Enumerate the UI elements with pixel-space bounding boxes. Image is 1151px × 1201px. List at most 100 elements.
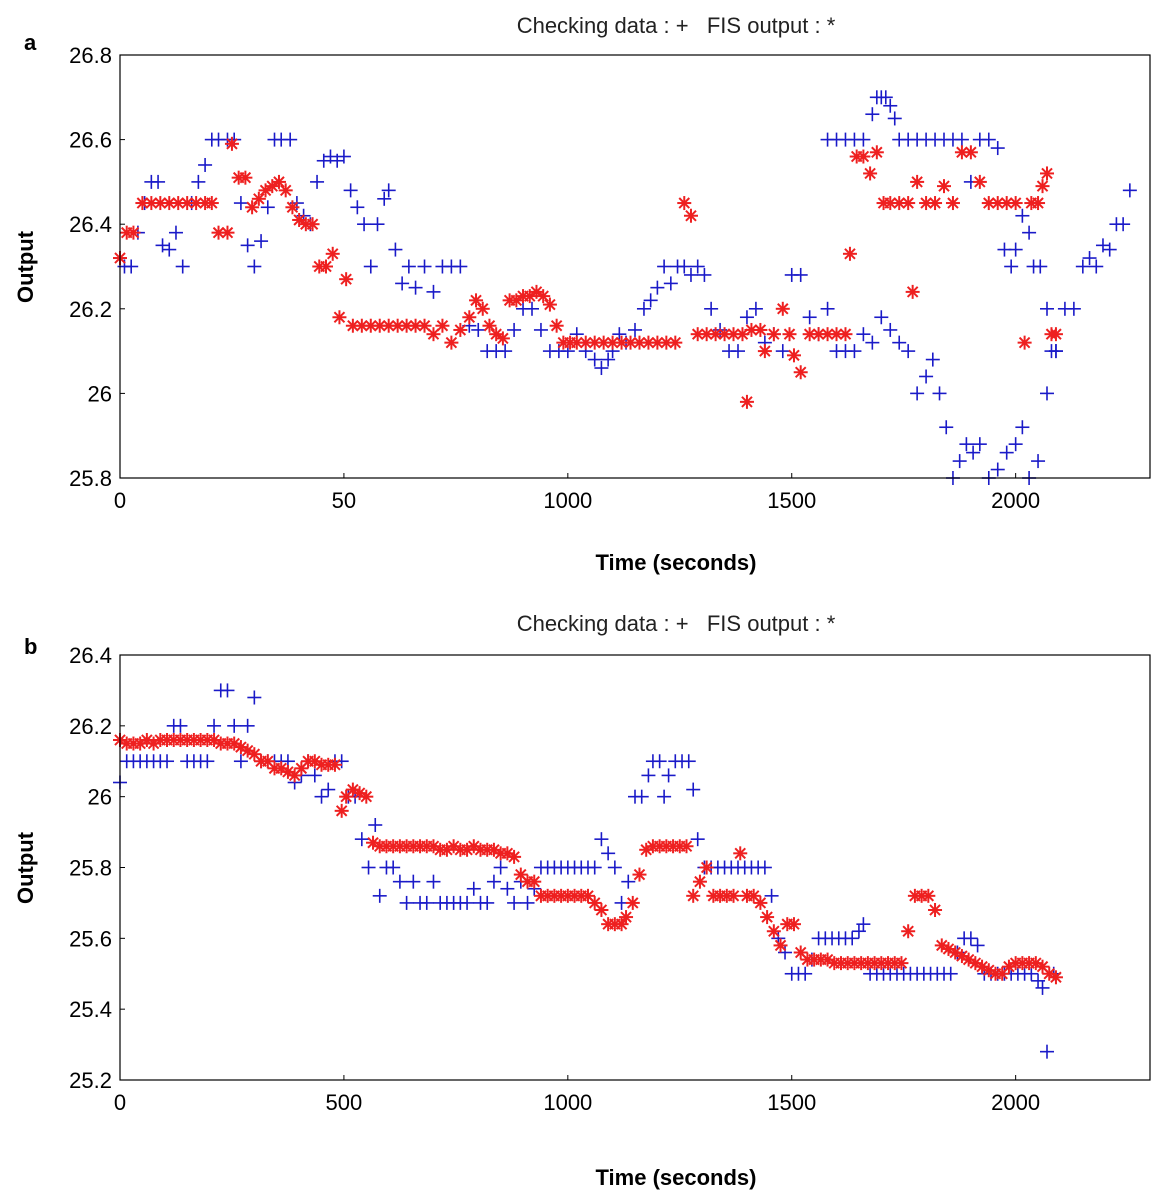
- checking-data-point: [932, 386, 947, 401]
- chart-b-svg: b Checking data : + FIS output : * Outpu…: [13, 611, 1151, 1190]
- fis-output-point: [238, 170, 253, 185]
- fis-output-point: [594, 903, 609, 917]
- fis-output-point: [744, 322, 759, 337]
- chart-b-frame: [119, 654, 1151, 1081]
- checking-data-point: [220, 683, 235, 698]
- fis-output-point: [332, 310, 347, 325]
- chart-b-ytick-label: 25.6: [69, 926, 112, 951]
- fis-output-point: [482, 318, 497, 333]
- checking-data-point: [486, 874, 501, 889]
- checking-data-point: [1031, 973, 1046, 988]
- fis-output-point: [1017, 335, 1032, 350]
- checking-data-point: [406, 874, 421, 889]
- fis-output-point: [753, 322, 768, 337]
- chart-a-svg: a Checking data : + FIS output : * Outpu…: [13, 13, 1151, 575]
- chart-a-xticks: 0 50 1000 1500 2000: [114, 473, 1040, 513]
- chart-a-ytick-label: 26.2: [69, 297, 112, 322]
- checking-data-point: [663, 276, 678, 291]
- chart-a-xtick-label: 1000: [543, 488, 592, 513]
- fis-output-point: [650, 335, 665, 350]
- checking-data-point: [525, 301, 539, 316]
- chart-a-ytick-label: 25.8: [69, 466, 112, 491]
- checking-data-point: [856, 327, 871, 342]
- checking-data-point: [401, 259, 416, 274]
- chart-a-ytick-label: 26.8: [69, 43, 112, 68]
- checking-data-point: [426, 874, 441, 889]
- fis-output-point: [381, 318, 396, 333]
- checking-data-point: [1066, 301, 1081, 316]
- chart-b-title: Checking data : + FIS output : *: [517, 611, 836, 636]
- fis-output-point: [363, 318, 378, 333]
- checking-data-point: [641, 768, 656, 783]
- checking-data-point: [162, 242, 177, 257]
- fis-output-point: [995, 966, 1010, 981]
- checking-data-point: [587, 860, 602, 875]
- chart-a-yticks: 25.8 26 26.2 26.4 26.6 26.8: [69, 43, 125, 491]
- fis-output-point: [757, 344, 772, 359]
- fis-output-point: [513, 867, 528, 882]
- fis-output-point: [614, 917, 629, 932]
- checking-data-point: [1082, 251, 1097, 266]
- checking-data-point: [621, 874, 636, 889]
- chart-b-xticks: 0 500 1000 1500 2000: [114, 1075, 1040, 1115]
- fis-output-point: [220, 225, 235, 240]
- fis-output-point: [139, 733, 154, 747]
- chart-a-ylabel: Output: [13, 230, 38, 303]
- checking-data-point: [363, 259, 378, 274]
- fis-output-point: [677, 196, 692, 211]
- checking-data-point: [690, 259, 705, 274]
- checking-data-point: [1008, 242, 1023, 257]
- chart-a-xlabel: Time (seconds): [596, 550, 757, 575]
- fis-output-point: [632, 867, 647, 882]
- fis-output-point: [247, 747, 262, 762]
- checking-data-point: [310, 174, 325, 189]
- checking-data-point: [336, 149, 351, 164]
- fis-output-point: [549, 318, 564, 333]
- checking-data-point: [697, 267, 712, 282]
- fis-output-point: [842, 246, 857, 261]
- fis-output-point: [901, 924, 916, 939]
- checking-data-point: [354, 832, 369, 847]
- checking-data-point: [240, 238, 255, 253]
- checking-data-point: [865, 107, 880, 122]
- fis-output-point: [786, 348, 801, 363]
- checking-data-point: [612, 327, 627, 342]
- fis-output-point: [325, 246, 340, 261]
- checking-data-point: [240, 718, 255, 733]
- checking-data-point: [925, 352, 940, 367]
- checking-data-point: [283, 132, 298, 147]
- checking-data-point: [919, 369, 934, 384]
- checking-data-point: [628, 322, 642, 337]
- checking-data-point: [417, 259, 432, 274]
- chart-b-yticks: 25.2 25.4 25.6 25.8 26 26.2 26.4: [69, 643, 125, 1093]
- checking-data-point: [357, 217, 372, 232]
- checking-data-point: [686, 782, 701, 797]
- checking-data-point: [1102, 242, 1117, 257]
- fis-output-point: [453, 322, 468, 337]
- checking-data-point: [343, 183, 358, 198]
- panel-letter-b: b: [24, 634, 37, 659]
- fis-output-point: [686, 888, 701, 903]
- fis-output-point: [294, 761, 309, 776]
- checking-data-point: [386, 860, 401, 875]
- checking-data-point: [959, 437, 974, 452]
- checking-data-point: [820, 301, 835, 316]
- checking-data-point: [168, 225, 183, 240]
- checking-data-point: [1022, 225, 1037, 240]
- checking-data-point: [963, 931, 978, 946]
- fis-output-point: [444, 335, 459, 350]
- fis-output-point: [919, 196, 934, 211]
- fis-output-point: [605, 335, 620, 350]
- fis-output-point: [733, 846, 748, 861]
- checking-data-point: [607, 860, 622, 875]
- fis-output-point: [1008, 196, 1023, 211]
- checking-data-point: [493, 860, 508, 875]
- checking-data-point: [683, 267, 698, 282]
- checking-data-point: [361, 860, 376, 875]
- fis-output-point: [811, 327, 826, 342]
- checking-data-point: [636, 301, 651, 316]
- checking-data-point: [793, 267, 808, 282]
- fis-output-point: [352, 786, 367, 801]
- checking-data-point: [247, 690, 262, 705]
- fis-output-point: [910, 174, 925, 189]
